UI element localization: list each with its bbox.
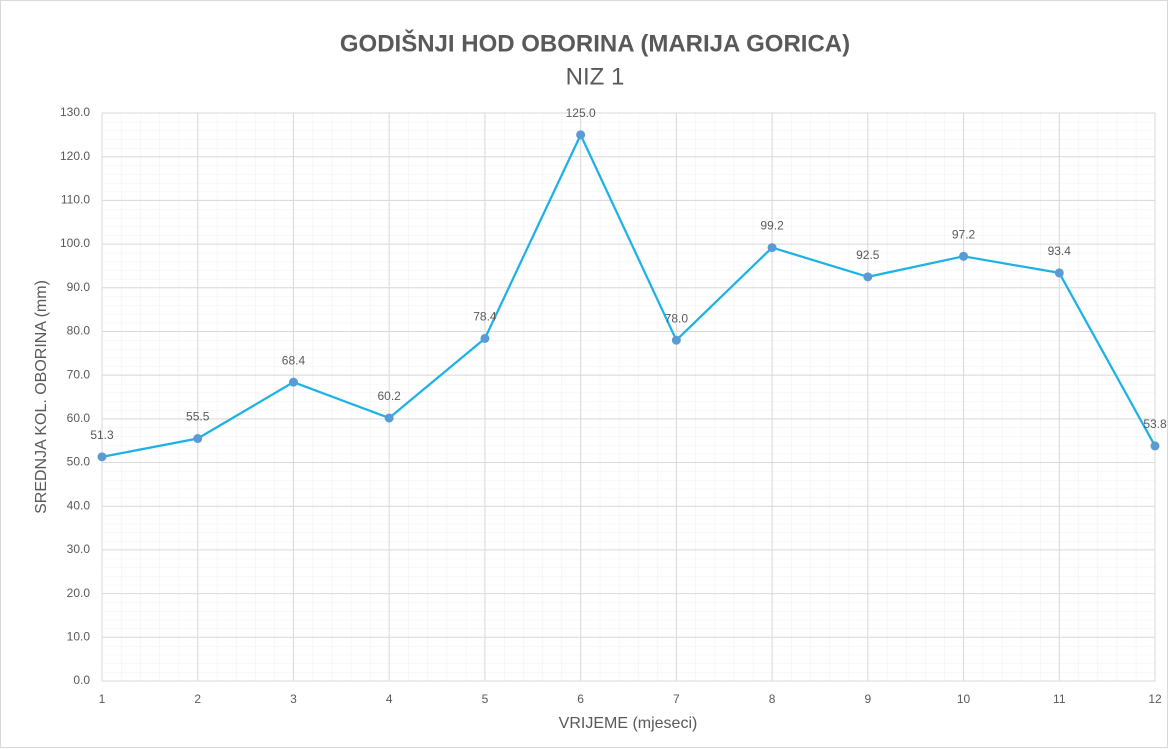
data-label: 53.8 [1143, 417, 1167, 431]
chart-title: GODIŠNJI HOD OBORINA (MARIJA GORICA) [340, 29, 850, 57]
data-label: 78.0 [665, 311, 689, 325]
x-tick-label: 12 [1148, 692, 1162, 706]
x-tick-label: 4 [386, 692, 393, 706]
data-point [193, 434, 203, 444]
x-tick-label: 10 [957, 692, 971, 706]
y-axis-label: SREDNJA KOL. OBORINA (mm) [33, 280, 50, 514]
data-label: 97.2 [952, 227, 976, 241]
x-tick-label: 6 [577, 692, 584, 706]
data-label: 55.5 [186, 410, 210, 424]
y-tick-label: 10.0 [67, 629, 91, 643]
y-tick-label: 120.0 [60, 149, 90, 163]
data-point [863, 272, 873, 282]
y-tick-label: 50.0 [67, 455, 91, 469]
y-tick-label: 70.0 [67, 367, 91, 381]
series-line [101, 133, 1156, 458]
y-tick-label: 20.0 [67, 586, 91, 600]
x-tick-label: 5 [482, 692, 489, 706]
data-point [97, 452, 107, 462]
data-point [288, 377, 298, 387]
chart-subtitle: NIZ 1 [566, 63, 625, 90]
data-label: 99.2 [760, 219, 784, 233]
data-label: 93.4 [1048, 244, 1072, 258]
data-point [384, 413, 394, 423]
data-label: 78.4 [473, 310, 497, 324]
x-tick-label: 8 [769, 692, 776, 706]
data-label: 68.4 [282, 353, 306, 367]
data-point [671, 335, 681, 345]
x-tick-label: 11 [1053, 692, 1066, 706]
x-axis-label: VRIJEME (mjeseci) [559, 715, 698, 732]
y-tick-label: 80.0 [67, 324, 91, 338]
data-point [1150, 441, 1160, 451]
data-label: 125.0 [566, 106, 596, 120]
data-point [959, 251, 969, 261]
y-tick-label: 60.0 [67, 411, 91, 425]
x-tick-label: 3 [290, 692, 297, 706]
minor-grid [102, 113, 1155, 681]
y-tick-label: 0.0 [73, 673, 90, 687]
y-tick-label: 30.0 [67, 542, 91, 556]
data-point [1054, 268, 1064, 278]
data-label: 92.5 [856, 248, 880, 262]
y-tick-label: 110.0 [61, 193, 90, 207]
x-tick-label: 2 [194, 692, 201, 706]
x-tick-label: 9 [864, 692, 871, 706]
x-tick-label: 7 [673, 692, 680, 706]
data-point [480, 333, 490, 343]
x-tick-label: 1 [99, 692, 106, 706]
data-point [576, 130, 586, 140]
y-tick-label: 40.0 [67, 498, 91, 512]
y-tick-label: 130.0 [60, 105, 90, 119]
data-label: 60.2 [378, 389, 402, 403]
y-tick-label: 100.0 [60, 236, 90, 250]
data-point [767, 243, 777, 253]
data-label: 51.3 [90, 428, 114, 442]
y-tick-label: 90.0 [67, 280, 91, 294]
